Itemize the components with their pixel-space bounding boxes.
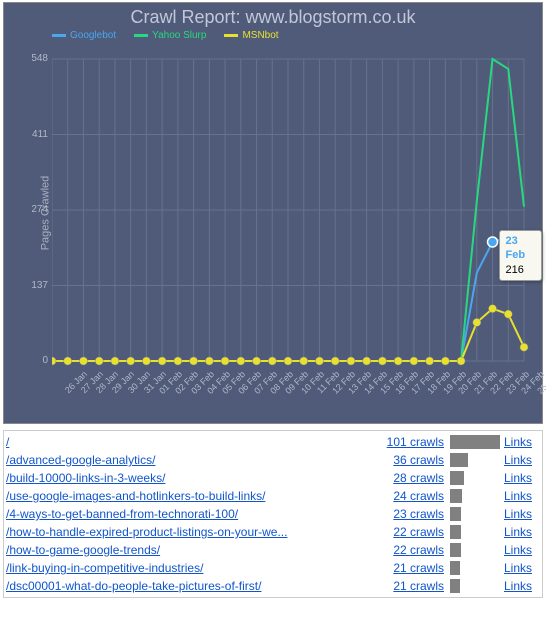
- crawl-bar-cell: [450, 543, 500, 557]
- crawl-count-link[interactable]: 22 crawls: [380, 543, 450, 557]
- legend-swatch: [134, 34, 148, 37]
- links-link[interactable]: Links: [500, 525, 540, 539]
- crawl-count-link[interactable]: 24 crawls: [380, 489, 450, 503]
- legend-label: MSNbot: [242, 30, 278, 41]
- y-tick-label: 411: [22, 129, 48, 140]
- table-row: /build-10000-links-in-3-weeks/28 crawls L…: [6, 469, 540, 487]
- page-path-link[interactable]: /link-buying-in-competitive-industries/: [6, 561, 380, 575]
- page-path-link[interactable]: /4-ways-to-get-banned-from-technorati-10…: [6, 507, 380, 521]
- crawl-bar: [450, 489, 462, 503]
- table-row: /101 crawls Links: [6, 433, 540, 451]
- links-link[interactable]: Links: [500, 561, 540, 575]
- y-tick-label: 548: [22, 53, 48, 64]
- table-row: /4-ways-to-get-banned-from-technorati-10…: [6, 505, 540, 523]
- links-link[interactable]: Links: [500, 435, 540, 449]
- table-row: /use-google-images-and-hotlinkers-to-bui…: [6, 487, 540, 505]
- crawl-bar-cell: [450, 453, 500, 467]
- y-tick-label: 137: [22, 280, 48, 291]
- chart-plot-area: [52, 53, 532, 393]
- table-row: /dsc00001-what-do-people-take-pictures-o…: [6, 577, 540, 595]
- y-tick-label: 0: [22, 355, 48, 366]
- crawl-bar: [450, 525, 461, 539]
- page-path-link[interactable]: /dsc00001-what-do-people-take-pictures-o…: [6, 579, 380, 593]
- crawl-count-link[interactable]: 23 crawls: [380, 507, 450, 521]
- crawl-chart: Crawl Report: www.blogstorm.co.uk Google…: [3, 2, 543, 424]
- table-row: /how-to-game-google-trends/22 crawls Link…: [6, 541, 540, 559]
- legend-label: Yahoo Slurp: [152, 30, 206, 41]
- crawl-count-link[interactable]: 21 crawls: [380, 579, 450, 593]
- chart-legend: Googlebot Yahoo Slurp MSNbot: [4, 28, 542, 45]
- legend-item: Googlebot: [52, 30, 116, 41]
- crawl-bar-cell: [450, 507, 500, 521]
- crawl-bar: [450, 543, 461, 557]
- crawl-bar-cell: [450, 561, 500, 575]
- crawl-bar-cell: [450, 525, 500, 539]
- crawl-count-link[interactable]: 22 crawls: [380, 525, 450, 539]
- table-row: /advanced-google-analytics/36 crawls Link…: [6, 451, 540, 469]
- page-path-link[interactable]: /how-to-handle-expired-product-listings-…: [6, 525, 380, 539]
- table-row: /link-buying-in-competitive-industries/2…: [6, 559, 540, 577]
- crawl-bar: [450, 561, 460, 575]
- legend-item: MSNbot: [224, 30, 278, 41]
- links-link[interactable]: Links: [500, 453, 540, 467]
- y-tick-label: 274: [22, 204, 48, 215]
- legend-swatch: [224, 34, 238, 37]
- links-link[interactable]: Links: [500, 579, 540, 593]
- chart-svg: [52, 53, 532, 393]
- tooltip-date: 23 Feb: [506, 234, 535, 263]
- links-link[interactable]: Links: [500, 507, 540, 521]
- legend-label: Googlebot: [70, 30, 116, 41]
- crawl-bar: [450, 507, 461, 521]
- crawl-bar: [450, 471, 464, 485]
- legend-item: Yahoo Slurp: [134, 30, 206, 41]
- crawl-bar-cell: [450, 471, 500, 485]
- legend-swatch: [52, 34, 66, 37]
- links-link[interactable]: Links: [500, 471, 540, 485]
- crawl-bar-cell: [450, 579, 500, 593]
- page-path-link[interactable]: /advanced-google-analytics/: [6, 453, 380, 467]
- links-link[interactable]: Links: [500, 543, 540, 557]
- crawl-count-link[interactable]: 21 crawls: [380, 561, 450, 575]
- crawl-count-link[interactable]: 36 crawls: [380, 453, 450, 467]
- crawl-bar: [450, 435, 500, 449]
- chart-title: Crawl Report: www.blogstorm.co.uk: [4, 3, 542, 28]
- crawl-count-link[interactable]: 101 crawls: [380, 435, 450, 449]
- crawl-count-link[interactable]: 28 crawls: [380, 471, 450, 485]
- crawl-bar: [450, 453, 468, 467]
- crawl-bar-cell: [450, 435, 500, 449]
- tooltip-value: 216: [506, 263, 535, 277]
- links-link[interactable]: Links: [500, 489, 540, 503]
- crawl-bar-cell: [450, 489, 500, 503]
- page-path-link[interactable]: /how-to-game-google-trends/: [6, 543, 380, 557]
- crawl-bar: [450, 579, 460, 593]
- crawl-table: /101 crawls Links/advanced-google-analyti…: [3, 430, 543, 598]
- chart-tooltip: 23 Feb216: [499, 230, 542, 281]
- page-path-link[interactable]: /use-google-images-and-hotlinkers-to-bui…: [6, 489, 380, 503]
- table-row: /how-to-handle-expired-product-listings-…: [6, 523, 540, 541]
- page-path-link[interactable]: /build-10000-links-in-3-weeks/: [6, 471, 380, 485]
- page-path-link[interactable]: /: [6, 435, 380, 449]
